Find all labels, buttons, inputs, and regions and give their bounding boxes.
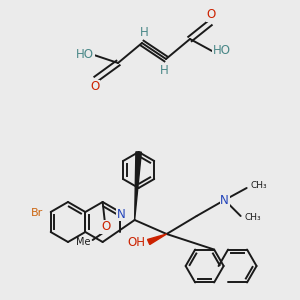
Text: O: O xyxy=(206,8,216,22)
Text: OH: OH xyxy=(128,236,146,250)
Text: Br: Br xyxy=(31,208,43,218)
Text: O: O xyxy=(101,220,110,233)
Text: N: N xyxy=(117,208,125,220)
Text: CH₃: CH₃ xyxy=(250,182,267,190)
Text: Me: Me xyxy=(76,237,91,247)
Text: O: O xyxy=(90,80,100,94)
Polygon shape xyxy=(148,234,166,244)
Text: HO: HO xyxy=(213,44,231,58)
Text: HO: HO xyxy=(76,49,94,62)
Text: CH₃: CH₃ xyxy=(244,214,261,223)
Text: H: H xyxy=(140,26,148,38)
Text: N: N xyxy=(220,194,229,206)
Text: H: H xyxy=(160,64,168,76)
Polygon shape xyxy=(135,152,141,220)
